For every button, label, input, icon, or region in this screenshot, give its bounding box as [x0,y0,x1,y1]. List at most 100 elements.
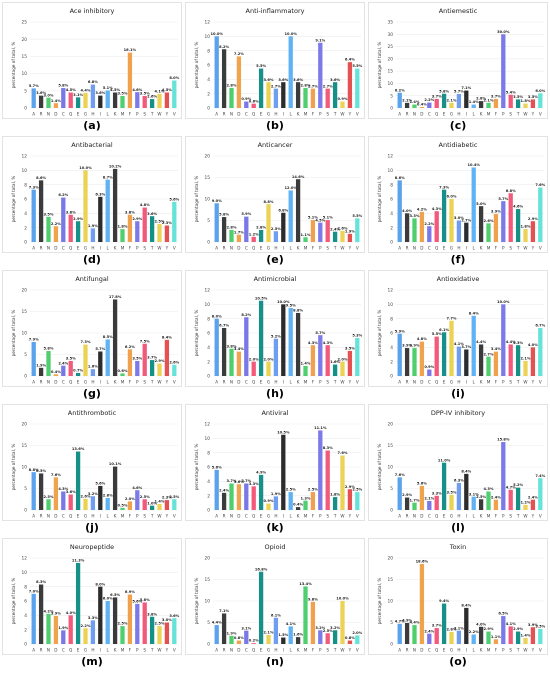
x-tick-label: G [267,112,270,117]
x-tick-label: E [260,514,263,519]
bar-value-label: 5.8% [140,598,150,602]
bar-value-label: 1.9% [345,229,355,233]
bar-value-label: 4.3% [308,341,318,345]
x-tick-label: E [77,514,80,519]
bar-K [112,299,118,376]
x-tick-label: Y [531,648,535,653]
bar-value-label: 7.5% [140,339,150,343]
bar-value-label: 2.9% [345,485,355,489]
chart-title: Antiemestic [439,7,478,15]
bar-M [120,229,125,242]
bar-value-label: 0.8% [345,636,355,640]
bar-value-label: 2.5% [44,495,54,499]
bar-P [135,221,140,242]
bar-value-label: 8.0% [95,582,105,586]
y-tick-label: 0 [390,106,393,112]
x-tick-label: F [495,246,498,251]
bar-value-label: 7.6% [535,183,545,187]
bar-E [75,451,81,510]
y-axis-label: percentage of total, % [11,444,16,491]
bar-R [221,492,227,510]
bar-G [266,503,271,510]
y-tick-label: 0 [390,374,393,380]
bar-N [229,348,234,376]
y-tick-label: 5 [24,486,27,492]
bar-value-label: 2.9% [132,217,142,221]
x-tick-label: K [480,648,483,653]
bar-value-label: 13.6% [72,447,85,451]
bar-Y [164,92,170,108]
bar-C [61,88,66,108]
x-tick-label: Q [252,648,256,653]
x-tick-label: I [283,112,284,117]
bar-value-label: 2.5% [118,622,128,626]
bar-G [83,628,88,644]
bar-value-label: 1.2% [521,500,531,504]
chart-title: Ace inhibitory [70,7,115,15]
bar-W [340,101,345,108]
bar-value-label: 7.1% [219,609,229,613]
y-tick-label: 10 [22,168,28,174]
bar-value-label: 6.3% [454,479,464,483]
x-tick-label: K [297,514,300,519]
bar-P [135,360,140,376]
y-tick-label: 0 [390,642,393,648]
bar-I [464,90,469,108]
x-tick-label: A [32,246,35,251]
bar-value-label: 6.0% [535,89,545,93]
y-tick-label: 15 [205,577,211,583]
y-tick-label: 0 [24,374,27,380]
bar-M [486,223,491,242]
bar-L [471,104,476,108]
bar-value-label: 1.9% [227,631,237,635]
bar-H [273,88,279,108]
bar-value-label: 2.0% [338,357,348,361]
bar-value-label: 2.2% [81,624,91,628]
x-tick-label: W [340,514,344,519]
y-tick-label: 4 [24,211,27,217]
bar-F [127,52,133,108]
x-tick-label: W [157,380,161,385]
x-tick-label: A [32,648,35,653]
bar-Q [434,628,439,644]
bar-value-label: 10.4% [467,163,480,167]
y-axis-label: percentage of total, % [194,176,199,223]
x-tick-label: V [539,514,542,519]
bar-chart: Antimicrobial 0 2 4 6 8 10 12 percentage of tota… [185,270,365,387]
bar-H [273,338,279,376]
x-tick-label: P [136,648,139,653]
bar-value-label: 8.3% [323,446,333,450]
x-tick-label: D [54,514,57,519]
bar-S [142,95,147,108]
x-tick-label: L [473,648,476,653]
bar-value-label: 1.9% [88,224,98,228]
bar-C [61,491,66,510]
bar-F [127,349,133,376]
bar-value-label: 6.5% [498,612,508,616]
bar-N [412,218,417,242]
x-tick-label: Y [531,380,535,385]
x-tick-label: K [480,246,483,251]
bar-V [355,218,360,242]
x-tick-label: M [121,380,125,385]
x-tick-label: N [413,112,416,117]
bar-value-label: 2.0% [264,357,274,361]
bar-value-label: 3.5% [66,357,76,361]
y-tick-label: 20 [205,556,211,562]
x-tick-label: S [143,380,146,385]
panel-label: (d) [83,253,101,266]
bar-S [325,345,330,376]
bar-D [53,226,59,242]
y-tick-label: 2 [390,225,393,231]
bar-value-label: 1.8% [521,99,531,103]
x-tick-label: D [420,648,423,653]
y-tick-label: 0 [24,240,27,246]
bar-value-label: 10.5% [277,430,290,434]
x-tick-label: P [136,246,139,251]
x-tick-label: T [516,514,520,519]
bar-W [340,601,345,644]
y-tick-label: 0 [24,106,27,112]
x-tick-label: F [495,380,498,385]
y-tick-label: 6 [390,331,393,337]
x-tick-label: M [487,112,491,117]
